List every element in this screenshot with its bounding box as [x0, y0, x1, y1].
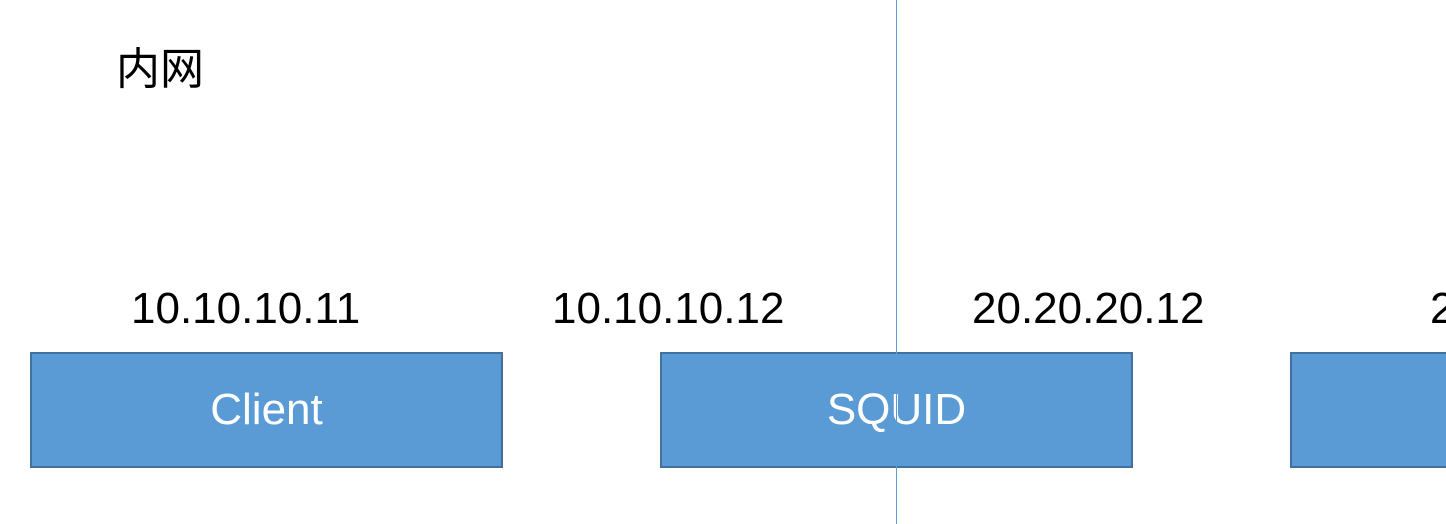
- squid-outer-ip-label: 20.20.20.12: [972, 284, 1205, 333]
- client-node: Client: [30, 352, 503, 468]
- network-boundary-line: [896, 0, 897, 524]
- server-node: [1290, 352, 1446, 468]
- server-ip-label: 2: [1430, 284, 1446, 333]
- client-node-label: Client: [210, 385, 323, 434]
- squid-inner-ip-label: 10.10.10.12: [552, 284, 785, 333]
- client-ip-label: 10.10.10.11: [131, 284, 361, 333]
- zone-label-intranet: 内网: [116, 44, 204, 95]
